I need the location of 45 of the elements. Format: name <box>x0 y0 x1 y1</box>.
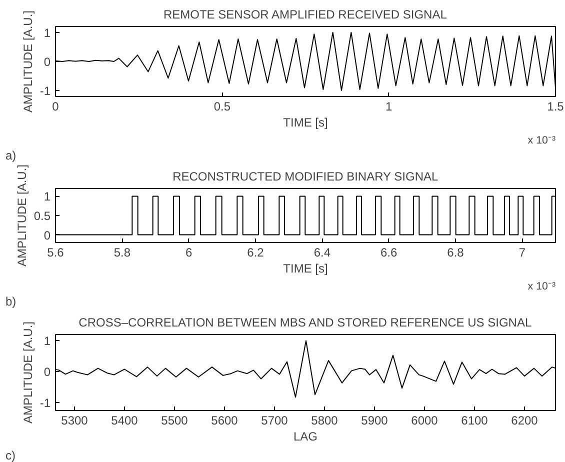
x-tick-label: 0.5 <box>214 100 231 114</box>
y-tick-label: -1 <box>40 84 51 98</box>
y-tick-label: -1 <box>40 396 51 410</box>
x-tick-label: 5900 <box>361 414 388 428</box>
y-axis-title: AMPLITUDE [A.U.] <box>20 321 35 424</box>
text: c) <box>6 448 16 462</box>
x-tick-label: 5.8 <box>114 246 131 260</box>
x-tick-label: 6100 <box>461 414 488 428</box>
y-axis-title: AMPLITUDE [A.U.] <box>14 164 29 267</box>
y-tick-label: 0 <box>44 55 51 69</box>
x-tick-label: 5.6 <box>47 246 64 260</box>
x-tick-label: 5600 <box>211 414 238 428</box>
x-tick-label: 7 <box>518 246 526 260</box>
x-tick-label: 5800 <box>311 414 338 428</box>
y-axis-title: AMPLITUDE [A.U.] <box>20 10 35 113</box>
y-tick-label: 0 <box>44 365 51 380</box>
x-tick-label: 6.8 <box>447 246 464 260</box>
text: b) <box>6 294 16 308</box>
y-tick-label: 0.5 <box>34 209 51 223</box>
text: x 10⁻³ <box>528 280 556 292</box>
text: x 10⁻³ <box>528 134 556 146</box>
x-tick-label: 6.4 <box>314 246 331 260</box>
x-tick-label: 6.6 <box>380 246 398 260</box>
x-tick-label: 1.5 <box>547 100 564 114</box>
y-tick-label: 1 <box>44 334 51 348</box>
chart-title: CROSS–CORRELATION BETWEEN MBS AND STORED REFERENCE US SIGNAL <box>78 316 532 330</box>
x-axis-title: LAG <box>293 430 318 444</box>
x-tick-label: 5700 <box>261 414 288 428</box>
chart-title: REMOTE SENSOR AMPLIFIED RECEIVED SIGNAL <box>163 8 448 22</box>
x-axis-title: TIME [s] <box>283 262 328 276</box>
x-tick-label: 1 <box>385 100 392 114</box>
x-tick-label: 5400 <box>111 414 138 428</box>
x-tick-label: 0 <box>52 100 60 114</box>
x-tick-label: 5500 <box>161 414 188 428</box>
x-tick-label: 5300 <box>61 414 88 428</box>
y-tick-label: 1 <box>44 26 51 40</box>
chart-title: RECONSTRUCTED MODIFIED BINARY SIGNAL <box>172 170 439 184</box>
x-tick-label: 6000 <box>411 414 438 428</box>
text: a) <box>6 148 16 162</box>
x-tick-label: 6200 <box>511 414 538 428</box>
x-tick-label: 6.2 <box>247 246 264 260</box>
x-tick-label: 6 <box>185 246 192 260</box>
y-tick-label: 1 <box>44 190 51 204</box>
y-tick-label: 0 <box>44 228 51 242</box>
x-axis-title: TIME [s] <box>283 116 328 130</box>
